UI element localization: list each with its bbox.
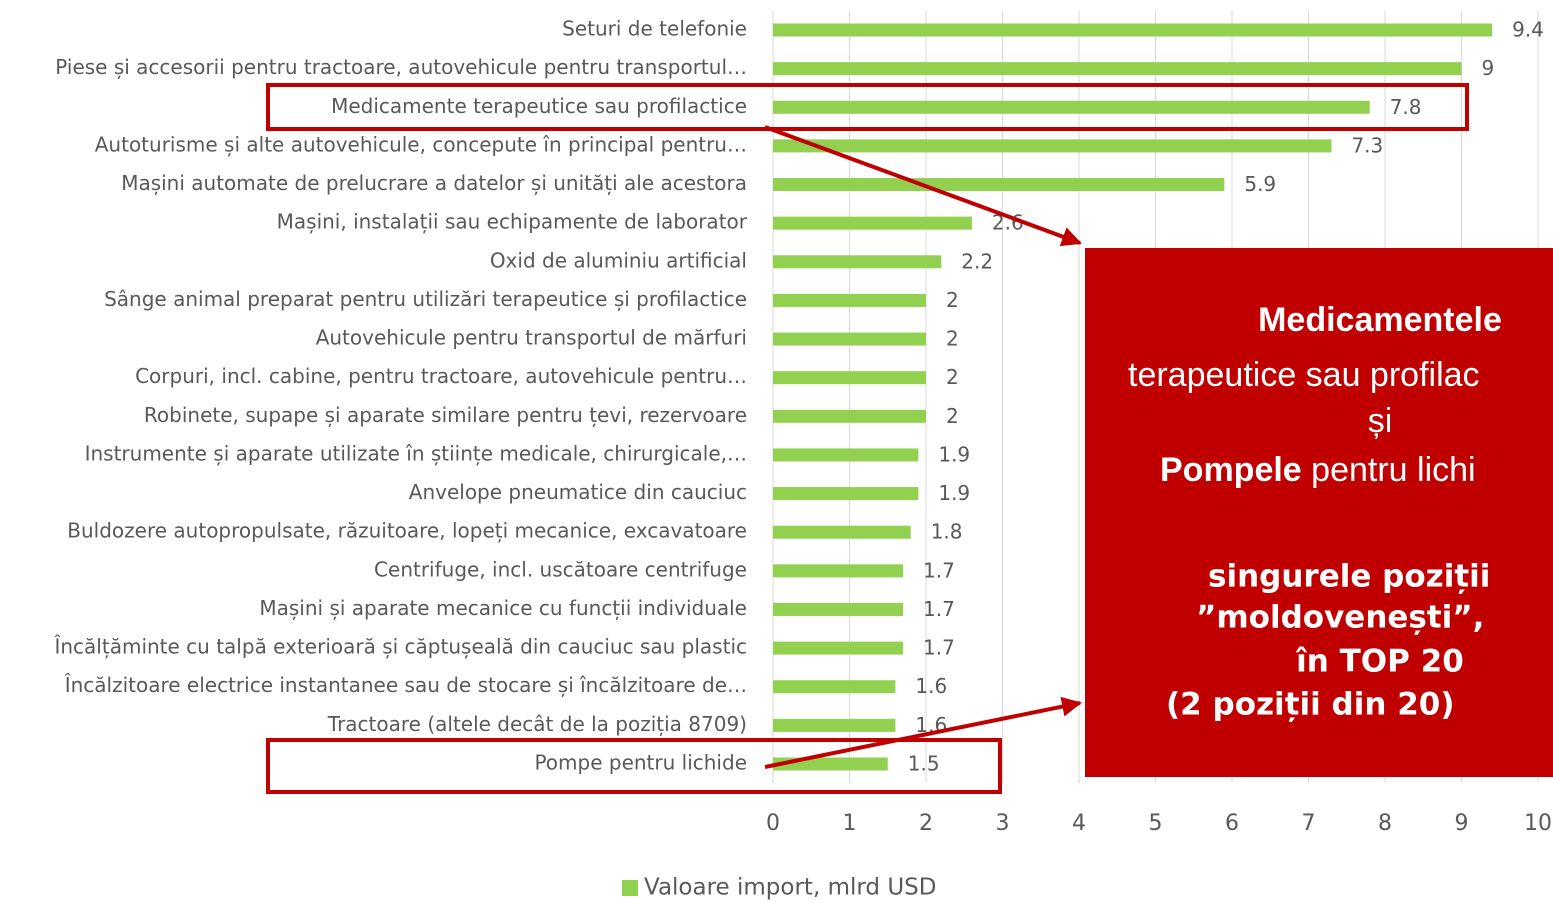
highlight-box [266,83,1469,131]
annotation-box [1085,248,1553,777]
bar [773,525,911,539]
value-label: 1.7 [923,636,955,660]
y-tick-label: Instrumente și aparate utilizate în știi… [85,441,747,465]
y-tick-label: Autovehicule pentru transportul de mărfu… [316,326,747,350]
y-tick-label: Anvelope pneumatice din cauciuc [409,480,747,504]
annotation-text: ”moldovenești”, [1196,600,1484,636]
bar [773,62,1462,76]
annotation-text: singurele poziții [1208,559,1490,595]
value-label: 7.8 [1390,95,1422,119]
annotation-text: Pompele [1160,451,1302,489]
value-label: 9.4 [1512,18,1544,42]
bar [773,216,972,230]
bar [773,139,1332,153]
annotation-text: în TOP 20 [1295,644,1464,680]
bar [773,718,896,732]
value-label: 1.5 [908,752,940,776]
bar [773,371,926,385]
x-tick-label: 3 [996,811,1010,836]
arrow [764,125,1082,247]
bar [773,757,888,771]
y-tick-label: Tractoare (altele decât de la poziția 87… [327,712,747,736]
y-tick-label: Încălzitoare electrice instantanee sau d… [64,673,747,697]
y-tick-label: Corpuri, incl. cabine, pentru tractoare,… [135,364,747,388]
legend-label: Valoare import, mlrd USD [644,875,936,901]
bar [773,564,904,578]
y-tick-label: Seturi de telefonie [562,17,747,41]
y-tick-label: Sânge animal preparat pentru utilizări t… [104,287,747,311]
y-tick-label: Robinete, supape și aparate similare pen… [144,403,747,427]
value-label: 2 [946,327,959,351]
bar [773,178,1225,192]
bar [773,409,926,423]
annotation-text: terapeutice sau profilac [1128,356,1480,394]
bar [773,448,919,462]
y-tick-label: Pompe pentru lichide [534,751,747,775]
value-label: 1.9 [938,481,970,505]
value-label: 1.9 [938,442,970,466]
y-tick-label: Mașini automate de prelucrare a datelor … [121,171,747,195]
y-tick-label: Piese și accesorii pentru tractoare, aut… [55,55,747,79]
bar [773,487,919,501]
annotation-text: Pompele pentru lichi [1160,451,1476,489]
value-label: 7.3 [1351,133,1383,157]
x-tick-label: 10 [1524,811,1552,836]
bar [773,23,1493,37]
y-tick-label: Autoturisme și alte autovehicule, concep… [95,132,747,156]
x-tick-label: 7 [1302,811,1316,836]
y-tick-label: Centrifuge, incl. uscătoare centrifuge [374,557,747,581]
x-tick-label: 9 [1455,811,1469,836]
y-tick-label: Mașini, instalații sau echipamente de la… [277,210,748,234]
bar [773,641,904,655]
y-tick-label: Medicamente terapeutice sau profilactice [331,94,747,118]
annotation-text: și [1368,402,1393,440]
bar [773,602,904,616]
bar [773,100,1370,114]
y-tick-label: Buldozere autopropulsate, răzuitoare, lo… [67,519,747,543]
annotation-text: pentru lichi [1302,451,1476,489]
value-label: 1.6 [915,674,947,698]
y-tick-label: Încălțăminte cu talpă exterioară și căpt… [53,635,747,659]
bar [773,293,926,307]
x-tick-label: 0 [766,811,780,836]
x-tick-label: 8 [1378,811,1392,836]
x-tick-label: 5 [1149,811,1163,836]
bar [773,255,942,269]
x-tick-label: 1 [843,811,857,836]
y-tick-label: Mașini și aparate mecanice cu funcții in… [259,596,747,620]
value-label: 5.9 [1244,172,1276,196]
x-tick-label: 6 [1225,811,1239,836]
annotation-text: (2 poziții din 20) [1166,687,1455,723]
value-label: 1.7 [923,558,955,582]
arrow [764,696,1082,769]
bar [773,332,926,346]
value-label: 9 [1482,56,1495,80]
value-label: 1.8 [931,520,963,544]
y-tick-label: Oxid de aluminiu artificial [490,248,747,272]
bar [773,680,896,694]
legend-swatch [622,880,638,896]
highlight-box [266,738,1002,794]
value-label: 2.2 [961,249,993,273]
x-tick-label: 2 [919,811,933,836]
x-tick-label: 4 [1072,811,1086,836]
annotation-text: Medicamentele [1258,301,1502,339]
value-label: 1.7 [923,597,955,621]
value-label: 2 [946,404,959,428]
value-label: 2 [946,288,959,312]
value-label: 2 [946,365,959,389]
